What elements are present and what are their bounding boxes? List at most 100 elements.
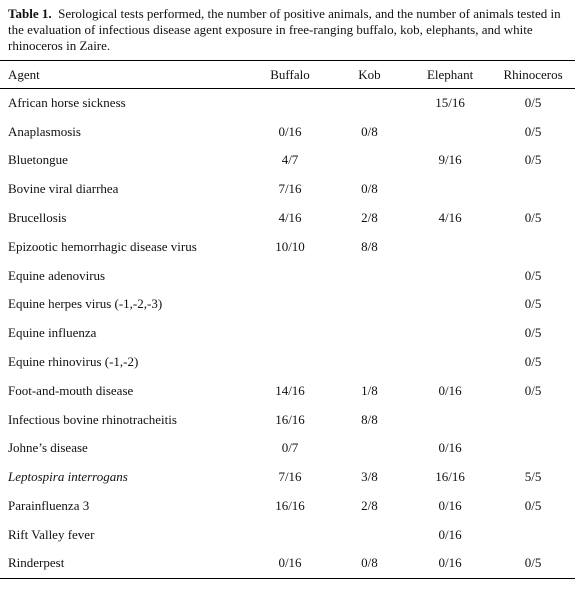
result-cell (330, 261, 409, 290)
result-cell: 0/5 (491, 204, 575, 233)
cell-text: 8/8 (361, 411, 378, 427)
cell-text: Equine rhinovirus (-1,-2) (8, 354, 139, 370)
table-row: Parainfluenza 3 16/16 2/8 0/16 0/5 (0, 492, 575, 521)
table-row: Infectious bovine rhinotracheitis 16/16 8/… (0, 405, 575, 434)
result-cell: 7/16 (250, 463, 330, 492)
result-cell (409, 319, 491, 348)
cell-text: 0/5 (524, 152, 542, 168)
column-header: Rhinoceros (503, 66, 563, 82)
result-cell: 0/5 (491, 89, 575, 118)
result-cell: 0/16 (409, 549, 491, 578)
result-cell: 9/16 (409, 146, 491, 175)
table-row: Epizootic hemorrhagic disease virus 10/10… (0, 232, 575, 261)
cell-text: 0/5 (524, 123, 542, 139)
result-cell (250, 348, 330, 377)
table-row: Equine adenovirus 0/5 (0, 261, 575, 290)
cell-text: 2/8 (361, 210, 378, 226)
cell-text: Bovine viral diarrhea (8, 181, 119, 197)
cell-text: 0/16 (278, 555, 302, 571)
cell-text: Rinderpest (8, 555, 65, 571)
table-row: Foot-and-mouth disease 14/16 1/8 0/16 0/5 (0, 376, 575, 405)
cell-text: 4/16 (278, 210, 302, 226)
result-cell: 5/5 (491, 463, 575, 492)
cell-text: 0/5 (524, 382, 542, 398)
result-cell: 2/8 (330, 492, 409, 521)
table-row: Brucellosis 4/16 2/8 4/16 0/5 (0, 204, 575, 233)
cell-text: Anaplasmosis (8, 123, 81, 139)
cell-text: Infectious bovine rhinotracheitis (8, 411, 177, 427)
cell-text: 15/16 (435, 95, 465, 111)
cell-text: 2/8 (361, 498, 378, 514)
result-cell: 8/8 (330, 232, 409, 261)
cell-text: 10/10 (275, 238, 305, 254)
result-cell: 1/8 (330, 376, 409, 405)
result-cell (409, 117, 491, 146)
table-row: Leptospira interrogans 7/16 3/8 16/16 5/5 (0, 463, 575, 492)
result-cell: 0/5 (491, 319, 575, 348)
result-cell: 0/5 (491, 261, 575, 290)
cell-text: 5/5 (524, 469, 542, 485)
cell-text: 7/16 (278, 469, 302, 485)
cell-text: 4/16 (438, 210, 462, 226)
cell-text: 0/16 (278, 123, 302, 139)
cell-text: 0/5 (524, 296, 542, 312)
result-cell (250, 520, 330, 549)
result-cell: 0/8 (330, 549, 409, 578)
result-cell: 16/16 (250, 492, 330, 521)
cell-text: 3/8 (361, 469, 378, 485)
result-cell: 0/16 (250, 117, 330, 146)
cell-text: 4/7 (281, 152, 299, 168)
cell-text: 0/8 (361, 123, 378, 139)
cell-text: 0/5 (524, 354, 542, 370)
result-cell: 0/16 (409, 520, 491, 549)
cell-text: 0/8 (361, 181, 378, 197)
cell-text: 0/5 (524, 95, 542, 111)
cell-text: 0/7 (281, 440, 299, 456)
cell-text: 1/8 (361, 382, 378, 398)
table-row: Bovine viral diarrhea 7/16 0/8 (0, 175, 575, 204)
column-header: Elephant (426, 66, 474, 82)
cell-text: 7/16 (278, 181, 302, 197)
cell-text: Foot-and-mouth disease (8, 382, 134, 398)
cell-text: Bluetongue (8, 152, 68, 168)
column-header: Kob (358, 66, 381, 82)
result-cell: 0/5 (491, 290, 575, 319)
agent-cell: Bovine viral diarrhea (0, 175, 250, 204)
cell-text: 8/8 (361, 238, 378, 254)
result-cell: 10/10 (250, 232, 330, 261)
table-row: Anaplasmosis 0/16 0/8 0/5 (0, 117, 575, 146)
result-cell (330, 348, 409, 377)
cell-text: Brucellosis (8, 210, 67, 226)
agent-cell: Equine adenovirus (0, 261, 250, 290)
result-cell: 3/8 (330, 463, 409, 492)
result-cell: 4/16 (250, 204, 330, 233)
result-cell (409, 261, 491, 290)
agent-cell: Johne’s disease (0, 434, 250, 463)
result-cell: 7/16 (250, 175, 330, 204)
result-cell (409, 175, 491, 204)
result-cell (409, 232, 491, 261)
table-row: Rinderpest 0/16 0/8 0/16 0/5 (0, 549, 575, 579)
agent-cell: Rinderpest (0, 549, 250, 578)
result-cell: 16/16 (250, 405, 330, 434)
result-cell: 0/5 (491, 348, 575, 377)
table-row: African horse sickness 15/16 0/5 (0, 89, 575, 118)
agent-cell: Equine rhinovirus (-1,-2) (0, 348, 250, 377)
agent-cell: Infectious bovine rhinotracheitis (0, 405, 250, 434)
result-cell (330, 520, 409, 549)
result-cell (491, 405, 575, 434)
result-cell (491, 175, 575, 204)
agent-cell: Equine herpes virus (-1,-2,-3) (0, 290, 250, 319)
table-row: Equine herpes virus (-1,-2,-3) 0/5 (0, 290, 575, 319)
result-cell: 0/5 (491, 146, 575, 175)
agent-cell: Brucellosis (0, 204, 250, 233)
result-cell (330, 146, 409, 175)
cell-text: Equine adenovirus (8, 267, 106, 283)
table-row: Bluetongue 4/7 9/16 0/5 (0, 146, 575, 175)
result-cell: 0/8 (330, 117, 409, 146)
result-cell: 8/8 (330, 405, 409, 434)
cell-text: African horse sickness (8, 95, 126, 111)
table-head: Agent Buffalo Kob Elephant Rhinoceros (0, 60, 575, 89)
result-cell: 15/16 (409, 89, 491, 118)
